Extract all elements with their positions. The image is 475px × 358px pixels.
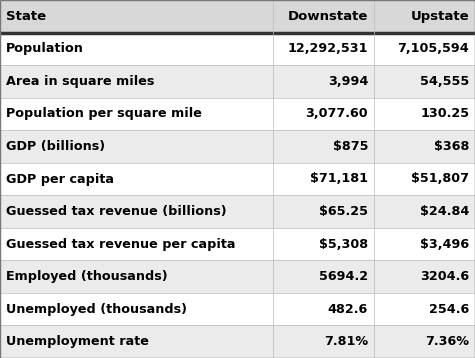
Text: Unemployment rate: Unemployment rate (6, 335, 149, 348)
Text: Upstate: Upstate (411, 10, 469, 23)
Text: Population per square mile: Population per square mile (6, 107, 201, 120)
Text: 54,555: 54,555 (420, 75, 469, 88)
Text: GDP (billions): GDP (billions) (6, 140, 105, 153)
Bar (0, 33, 475, 65)
Bar (0, 228, 475, 260)
Text: Area in square miles: Area in square miles (6, 75, 154, 88)
Bar (0, 195, 475, 228)
Text: Population: Population (6, 42, 84, 55)
Bar (0, 130, 475, 163)
Text: 12,292,531: 12,292,531 (288, 42, 368, 55)
Bar (0, 293, 475, 325)
Text: $51,807: $51,807 (411, 173, 469, 185)
Text: 5694.2: 5694.2 (319, 270, 368, 283)
Bar (0, 260, 475, 293)
Text: 130.25: 130.25 (420, 107, 469, 120)
Text: $875: $875 (332, 140, 368, 153)
Bar (0, 0, 475, 33)
Bar (0, 98, 475, 130)
Text: $71,181: $71,181 (310, 173, 368, 185)
Text: $368: $368 (434, 140, 469, 153)
Text: $5,308: $5,308 (319, 238, 368, 251)
Text: 3204.6: 3204.6 (420, 270, 469, 283)
Text: GDP per capita: GDP per capita (6, 173, 114, 185)
Text: Downstate: Downstate (288, 10, 368, 23)
Text: State: State (6, 10, 46, 23)
Text: 7,105,594: 7,105,594 (398, 42, 469, 55)
Bar (0, 163, 475, 195)
Text: Guessed tax revenue (billions): Guessed tax revenue (billions) (6, 205, 226, 218)
Text: $3,496: $3,496 (420, 238, 469, 251)
Text: 3,077.60: 3,077.60 (305, 107, 368, 120)
Text: 3,994: 3,994 (328, 75, 368, 88)
Bar (0, 65, 475, 98)
Text: 482.6: 482.6 (328, 303, 368, 316)
Bar (0, 325, 475, 358)
Text: Employed (thousands): Employed (thousands) (6, 270, 167, 283)
Text: Unemployed (thousands): Unemployed (thousands) (6, 303, 187, 316)
Text: $65.25: $65.25 (319, 205, 368, 218)
Text: 254.6: 254.6 (429, 303, 469, 316)
Text: 7.81%: 7.81% (324, 335, 368, 348)
Text: $24.84: $24.84 (420, 205, 469, 218)
Text: Guessed tax revenue per capita: Guessed tax revenue per capita (6, 238, 235, 251)
Text: 7.36%: 7.36% (425, 335, 469, 348)
